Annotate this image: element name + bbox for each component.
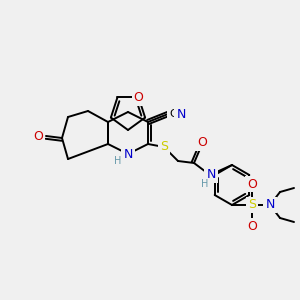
Text: N: N [123,148,133,160]
Text: S: S [160,140,168,154]
Text: H: H [114,156,122,166]
Text: O: O [197,136,207,149]
Text: S: S [248,199,256,212]
Text: O: O [33,130,43,142]
Text: N: N [265,199,275,212]
Text: C: C [169,109,177,119]
Text: O: O [247,220,257,232]
Text: H: H [201,179,209,189]
Text: O: O [134,91,143,104]
Text: N: N [176,107,186,121]
Text: O: O [247,178,257,190]
Text: N: N [206,169,216,182]
